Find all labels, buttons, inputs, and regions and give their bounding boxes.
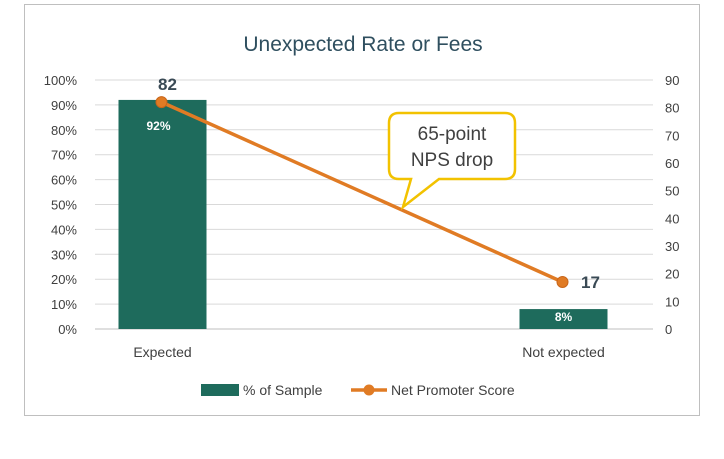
legend-swatch-marker [363, 384, 375, 396]
legend: % of Sample Net Promoter Score [201, 382, 515, 398]
right-tick-label: 30 [665, 239, 679, 254]
left-tick-label: 30% [51, 247, 77, 262]
left-tick-label: 90% [51, 98, 77, 113]
right-tick-label: 0 [665, 322, 672, 337]
left-tick-label: 60% [51, 173, 77, 188]
nps-point [556, 275, 569, 288]
nps-line-segment [159, 100, 565, 284]
right-tick-label: 40 [665, 211, 679, 226]
left-tick-label: 70% [51, 148, 77, 163]
callout-line-1: 65-point [418, 124, 487, 145]
annotation-callout: 65-point NPS drop [387, 111, 517, 211]
bars: 92% 8% [118, 99, 608, 329]
bar-expected [118, 99, 207, 329]
right-tick-label: 60 [665, 156, 679, 171]
category-label: Expected [133, 344, 191, 360]
callout-bubble [387, 111, 517, 211]
callout-line-2: NPS drop [411, 150, 493, 171]
bar-data-label: 8% [555, 310, 573, 324]
right-tick-label: 80 [665, 101, 679, 116]
left-axis-ticks: 0% 10% 20% 30% 40% 50% 60% 70% 80% 90% 100% [44, 73, 78, 337]
bar-data-label: 92% [146, 119, 170, 133]
left-tick-label: 100% [44, 73, 78, 88]
left-tick-label: 50% [51, 198, 77, 213]
right-tick-label: 90 [665, 73, 679, 88]
category-label: Not expected [522, 344, 605, 360]
left-tick-label: 20% [51, 272, 77, 287]
nps-data-label: 17 [581, 273, 600, 292]
right-tick-label: 70 [665, 128, 679, 143]
right-tick-label: 10 [665, 294, 679, 309]
bar-not-expected [519, 309, 608, 329]
left-tick-label: 80% [51, 123, 77, 138]
category-labels: Expected Not expected [133, 344, 604, 360]
right-tick-label: 20 [665, 267, 679, 282]
left-tick-label: 0% [58, 322, 77, 337]
legend-label-line: Net Promoter Score [391, 382, 515, 398]
left-tick-label: 40% [51, 222, 77, 237]
combo-chart: Unexpected Rate or Fees 0% 10% 20% 30% 40% 50… [44, 33, 680, 398]
right-tick-label: 50 [665, 184, 679, 199]
nps-data-label: 82 [158, 75, 177, 94]
legend-swatch-bar [201, 384, 239, 396]
nps-point [155, 96, 168, 109]
chart-title: Unexpected Rate or Fees [243, 33, 482, 56]
legend-label-bar: % of Sample [243, 382, 323, 398]
left-tick-label: 10% [51, 297, 77, 312]
right-axis-ticks: 0 10 20 30 40 50 60 70 80 90 [665, 73, 679, 337]
nps-line: 82 17 [155, 75, 600, 292]
chart-frame: Unexpected Rate or Fees 0% 10% 20% 30% 40% 50… [24, 4, 700, 416]
